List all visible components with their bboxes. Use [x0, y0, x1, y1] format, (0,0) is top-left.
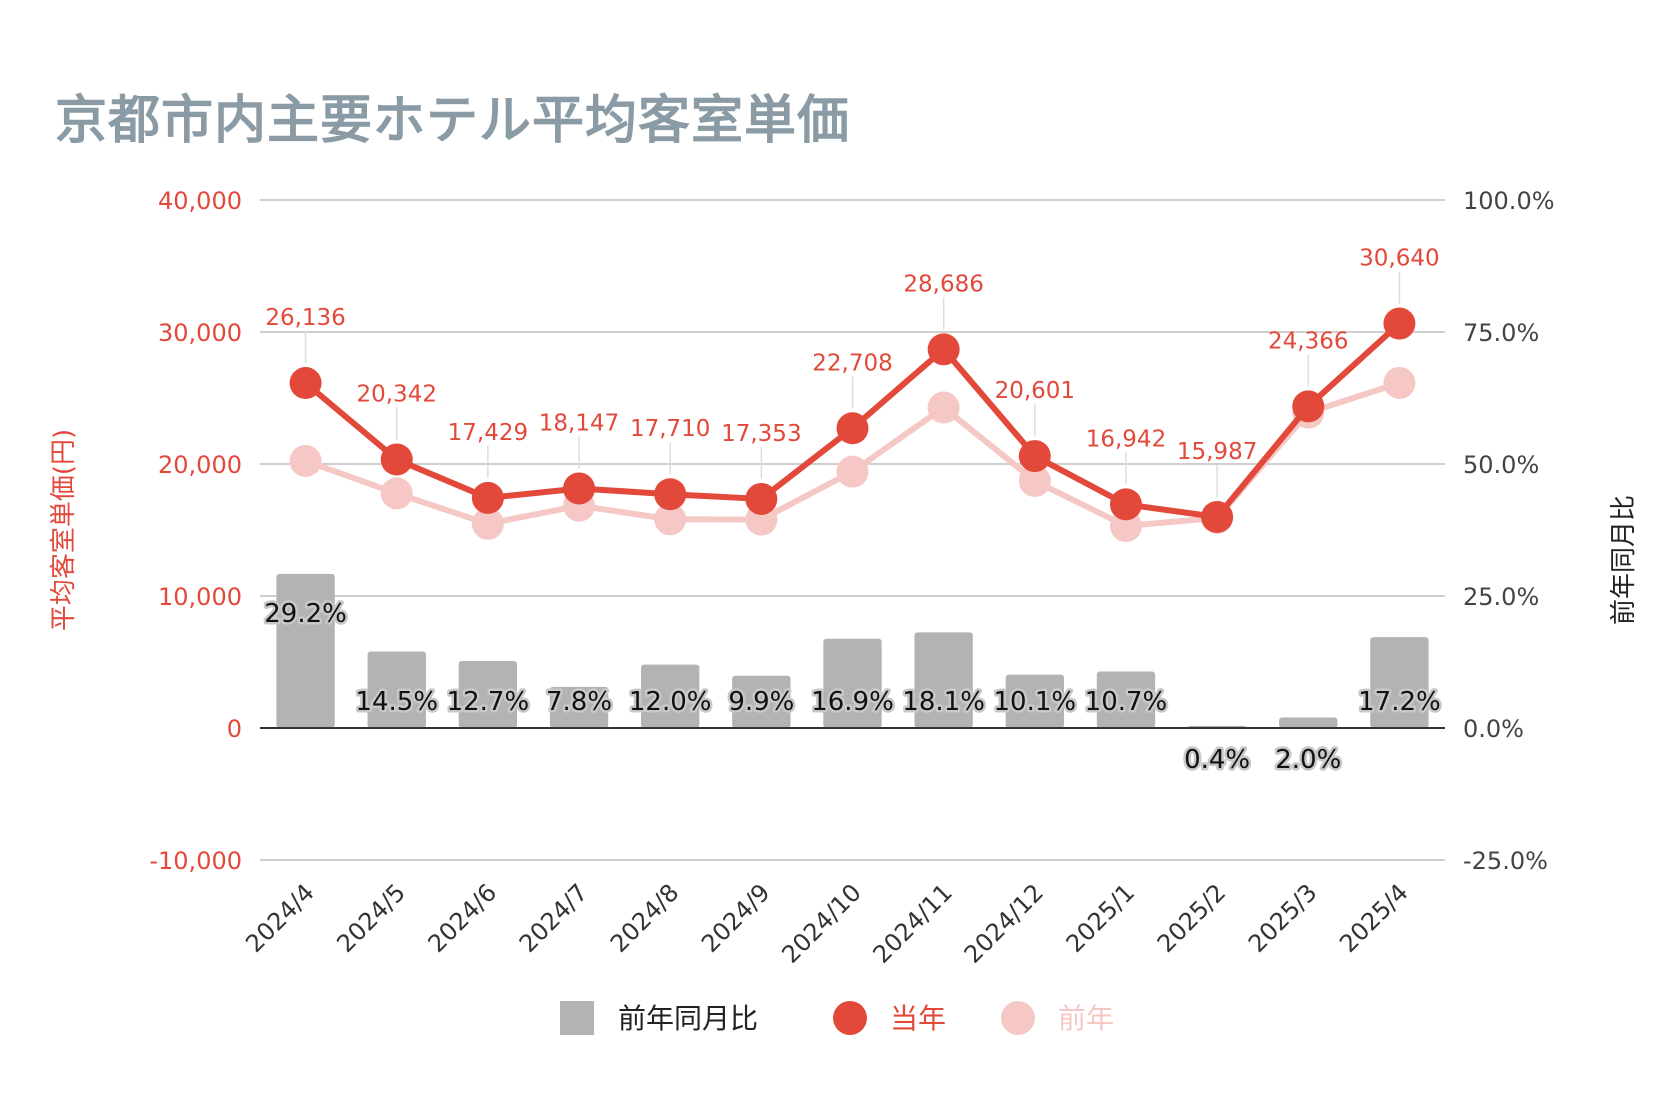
legend-swatch-previous: [1001, 1001, 1035, 1035]
x-tick-label: 2025/1: [1061, 878, 1141, 958]
point-previous: [836, 455, 869, 488]
data-label-current: 16,942: [1086, 426, 1166, 452]
x-tick-label: 2024/5: [331, 878, 411, 958]
data-label-yoy: 9.9%: [728, 687, 794, 717]
data-label-current: 22,708: [812, 350, 892, 376]
x-tick-label: 2024/4: [240, 878, 320, 958]
data-label-current: 30,640: [1359, 246, 1439, 272]
legend-label-yoy: 前年同月比: [618, 1002, 758, 1035]
point-current: [654, 478, 687, 511]
bar-yoy: [1096, 671, 1156, 728]
data-label-current: 28,686: [903, 271, 983, 297]
right-tick-label: 100.0%: [1463, 187, 1555, 215]
left-axis-title: 平均客室単価(円): [49, 429, 79, 631]
data-label-yoy: 14.5%: [355, 687, 438, 717]
point-previous: [927, 391, 960, 424]
point-current: [1018, 440, 1051, 473]
point-current: [563, 472, 596, 505]
point-current: [927, 333, 960, 366]
right-axis-title: 前年同月比: [1609, 495, 1639, 625]
bar-yoy: [732, 675, 791, 728]
point-current: [1383, 307, 1416, 340]
right-tick-label: 50.0%: [1463, 451, 1539, 479]
x-tick-label: 2024/12: [959, 878, 1049, 968]
data-label-current: 20,601: [995, 378, 1075, 404]
bars-yoy: [276, 573, 1429, 728]
x-tick-label: 2024/9: [696, 878, 776, 958]
x-tick-label: 2024/11: [868, 878, 958, 968]
left-tick-label: 40,000: [158, 187, 242, 215]
legend: 前年同月比 当年 前年: [560, 1001, 1114, 1035]
right-tick-label: 25.0%: [1463, 583, 1539, 611]
data-label-current: 20,342: [356, 381, 436, 407]
point-previous: [1383, 366, 1416, 399]
bar-yoy: [914, 632, 973, 728]
point-current: [836, 412, 869, 445]
point-current: [1292, 390, 1325, 423]
point-previous: [380, 477, 413, 510]
left-tick-label: 0: [227, 715, 242, 743]
x-tick-label: 2024/7: [514, 878, 594, 958]
x-tick-label: 2024/8: [605, 878, 685, 958]
chart-title: 京都市内主要ホテル平均客室単価: [55, 91, 851, 151]
gridlines: [260, 199, 1445, 861]
data-label-current: 17,710: [630, 416, 710, 442]
point-previous: [1018, 465, 1051, 498]
legend-swatch-current: [833, 1001, 867, 1035]
bar-yoy: [367, 651, 426, 728]
data-label-current: 17,353: [721, 421, 801, 447]
data-label-yoy: 10.7%: [1085, 687, 1168, 717]
data-label-current: 15,987: [1177, 439, 1257, 465]
bar-yoy: [549, 686, 609, 728]
data-label-yoy: 17.2%: [1358, 687, 1441, 717]
data-label-yoy: 29.2%: [264, 599, 347, 629]
data-label-yoy: 18.1%: [902, 687, 985, 717]
right-tick-label: 75.0%: [1463, 319, 1539, 347]
point-current: [1109, 488, 1142, 521]
left-tick-label: 10,000: [158, 583, 242, 611]
left-tick-label: -10,000: [149, 847, 242, 875]
point-previous: [289, 444, 322, 477]
legend-label-current: 当年: [890, 1002, 946, 1035]
point-current: [380, 443, 413, 476]
point-current: [1201, 500, 1234, 533]
bar-yoy: [641, 664, 700, 728]
point-current: [745, 482, 778, 515]
data-label-current: 26,136: [265, 305, 345, 331]
right-tick-label: -25.0%: [1463, 847, 1548, 875]
data-label-current: 18,147: [539, 410, 619, 436]
data-label-yoy: 12.7%: [447, 687, 530, 717]
series-current-year: [289, 307, 1416, 533]
data-label-current: 17,429: [448, 420, 528, 446]
data-label-yoy: 7.8%: [546, 687, 612, 717]
bar-yoy: [1370, 637, 1429, 728]
legend-swatch-yoy: [560, 1001, 594, 1035]
x-tick-label: 2024/6: [423, 878, 503, 958]
bar-yoy: [1005, 674, 1064, 728]
left-tick-label: 20,000: [158, 451, 242, 479]
point-current: [471, 481, 504, 514]
data-labels: 26,136 20,342 17,429 18,147 17,710 17,353 22,7…: [262, 246, 1443, 778]
point-previous: [471, 507, 504, 540]
bar-yoy: [1279, 717, 1338, 728]
x-tick-label: 2025/3: [1243, 878, 1323, 958]
x-tick-label: 2024/10: [776, 878, 866, 968]
bar-yoy: [458, 660, 518, 728]
point-current: [289, 367, 322, 400]
bar-yoy: [276, 573, 335, 728]
x-tick-label: 2025/2: [1152, 878, 1232, 958]
data-label-yoy: 12.0%: [629, 687, 712, 717]
data-label-yoy: 16.9%: [811, 687, 894, 717]
left-tick-label: 30,000: [158, 319, 242, 347]
legend-label-previous: 前年: [1058, 1002, 1114, 1035]
data-label-yoy: 2.0%: [1275, 745, 1341, 775]
point-previous: [654, 503, 687, 536]
x-tick-label: 2025/4: [1334, 878, 1414, 958]
bar-yoy: [823, 638, 882, 728]
data-label-yoy: 0.4%: [1184, 745, 1250, 775]
data-label-current: 24,366: [1268, 328, 1348, 354]
data-label-yoy: 10.1%: [994, 687, 1077, 717]
right-tick-label: 0.0%: [1463, 715, 1524, 743]
